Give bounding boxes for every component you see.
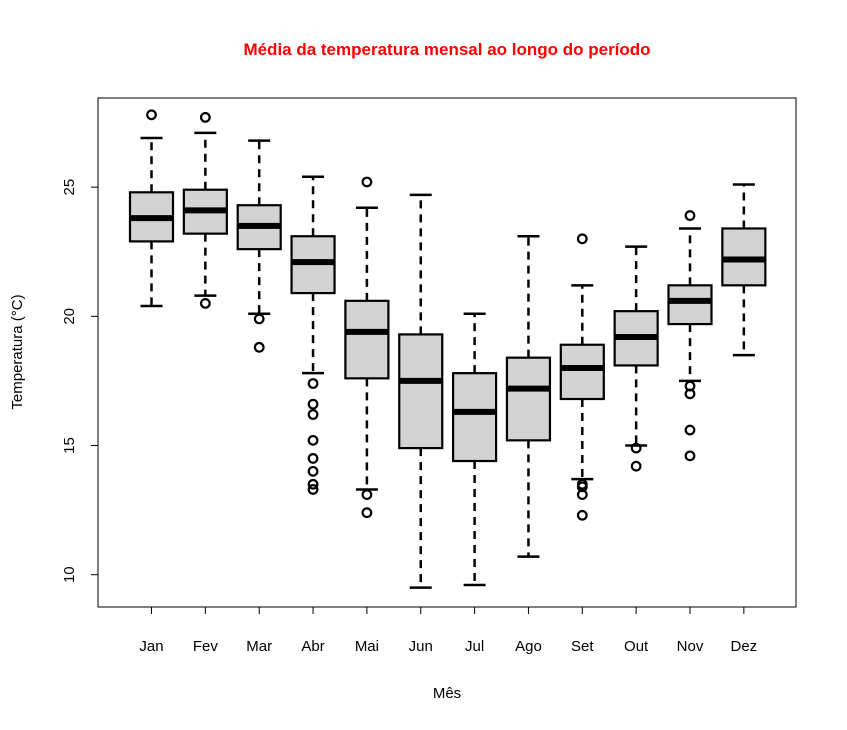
box-ago: [505, 234, 552, 558]
outlier-point: [307, 378, 319, 389]
outlier-point: [199, 298, 211, 309]
x-tick-label: Ago: [515, 638, 542, 655]
x-tick-label: Nov: [677, 638, 704, 655]
outlier-point: [307, 453, 319, 464]
box-jan: [128, 109, 175, 308]
x-tick-label: Jun: [409, 638, 433, 655]
outlier-point: [684, 210, 696, 221]
x-tick-label: Jul: [465, 638, 484, 655]
outlier-point: [307, 478, 319, 490]
box-rect: [559, 343, 605, 401]
y-tick-label: 20: [61, 308, 78, 325]
y-tick-label: 15: [61, 437, 78, 454]
x-axis-label: Mês: [433, 685, 461, 702]
box-nov: [667, 210, 713, 462]
outlier-point: [630, 442, 642, 454]
x-tick-label: Mai: [355, 638, 379, 655]
x-tick-label: Fev: [193, 638, 219, 655]
outlier-point: [307, 484, 319, 495]
box-out: [613, 245, 659, 472]
box-dez: [721, 183, 767, 357]
outlier-point: [684, 388, 696, 400]
outlier-point: [253, 313, 265, 325]
box-rect: [505, 356, 552, 442]
y-axis: 10 15 20 25: [61, 179, 99, 583]
outlier-point: [576, 233, 588, 245]
outlier-point: [146, 109, 157, 121]
box-rect: [452, 372, 498, 463]
outlier-point: [199, 111, 211, 123]
outlier-point: [684, 424, 696, 436]
box-mar: [236, 139, 282, 353]
x-tick-label: Mar: [246, 638, 272, 655]
outlier-point: [630, 460, 642, 472]
boxes: [128, 109, 767, 589]
outlier-point: [576, 489, 588, 501]
x-tick-label: Dez: [731, 638, 758, 655]
box-fev: [182, 111, 228, 309]
outlier-point: [576, 509, 588, 521]
outlier-point: [307, 465, 319, 477]
box-jun: [398, 193, 444, 589]
box-rect: [398, 333, 444, 450]
y-tick-label: 25: [61, 179, 78, 196]
box-rect: [667, 284, 713, 326]
outlier-point: [253, 341, 265, 353]
box-mai: [344, 176, 390, 519]
box-abr: [290, 175, 336, 495]
outlier-point: [361, 507, 373, 519]
box-rect: [344, 299, 390, 380]
x-tick-label: Out: [624, 638, 649, 655]
x-tick-label: Jan: [139, 638, 163, 655]
box-jul: [452, 312, 498, 587]
x-axis: Jan Fev Mar Abr Mai Jun Jul Ago Set Out Nov Dez: [139, 606, 758, 655]
x-tick-label: Set: [571, 638, 594, 655]
outlier-point: [361, 176, 373, 188]
outlier-point: [684, 450, 696, 462]
y-axis-label: Temperatura (°C): [9, 294, 26, 409]
outlier-point: [307, 409, 319, 420]
x-tick-label: Abr: [301, 638, 324, 655]
box-set: [559, 233, 605, 521]
plot-frame: [97, 97, 797, 608]
outlier-point: [307, 398, 319, 410]
y-tick-label: 10: [61, 566, 78, 583]
outlier-point: [361, 489, 373, 501]
chart-title: Média da temperatura mensal ao longo do …: [243, 40, 650, 59]
outlier-point: [307, 434, 319, 446]
